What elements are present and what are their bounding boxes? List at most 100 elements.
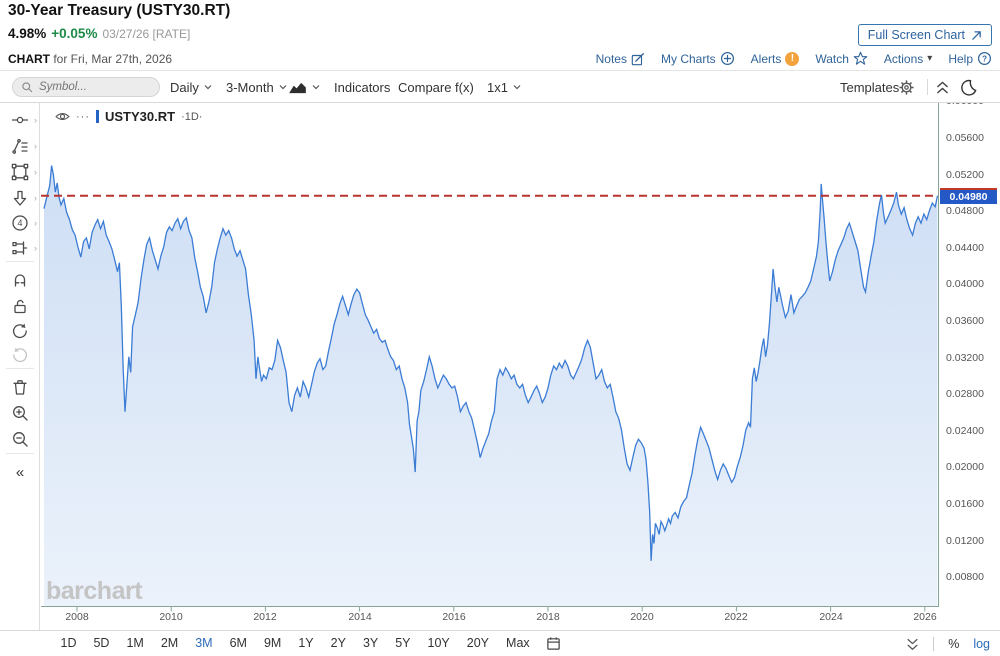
unlock-tool[interactable]: [0, 293, 40, 319]
star-icon: [853, 51, 868, 65]
my-charts-link[interactable]: My Charts: [661, 51, 735, 66]
chart-toolbar: Daily 3-Month Indicators Compare f(x) 1x…: [0, 71, 1000, 103]
percent-scale-toggle[interactable]: %: [948, 636, 960, 651]
sidebar-divider: [6, 368, 34, 369]
price-chart-svg[interactable]: [41, 103, 939, 615]
submenu-chevron-icon: ›: [34, 167, 37, 177]
question-circle-icon: ?: [977, 51, 992, 66]
actions-link[interactable]: Actions ▾: [884, 52, 932, 66]
time-range-bar: 1D 5D 1M 2M 3M 6M 9M 1Y 2Y 3Y 5Y 10Y 20Y Max % log: [0, 630, 1000, 656]
symbol-search-input[interactable]: [39, 81, 139, 93]
range-button-9m[interactable]: 9M: [263, 636, 282, 650]
svg-text:4: 4: [17, 218, 22, 228]
submenu-chevron-icon: ›: [34, 243, 37, 253]
symbol-search[interactable]: [12, 77, 160, 97]
arrow-tool[interactable]: ›: [0, 185, 40, 211]
custom-date-button[interactable]: [546, 636, 561, 651]
fx-button[interactable]: f(x): [455, 71, 474, 103]
x-axis-label: 2024: [819, 611, 843, 623]
watch-link[interactable]: Watch: [815, 51, 868, 66]
alerts-link[interactable]: Alerts!: [751, 51, 800, 66]
x-axis-label: 2010: [159, 611, 183, 623]
range-button-3y[interactable]: 3Y: [362, 636, 379, 650]
chart-legend[interactable]: ··· USTY30.RT ·1D·: [55, 109, 202, 124]
x-axis-label: 2020: [630, 611, 654, 623]
full-screen-chart-button[interactable]: Full Screen Chart: [857, 24, 992, 46]
shapes-tool[interactable]: ›: [0, 159, 40, 185]
zoom-out-button[interactable]: [0, 426, 40, 452]
bottom-bar-separator: [933, 636, 935, 651]
grid-layout-dropdown[interactable]: 1x1: [487, 71, 521, 103]
range-button-1y[interactable]: 1Y: [298, 636, 314, 650]
chevron-down-icon: [279, 85, 287, 90]
y-axis-label: 0.02400: [946, 425, 984, 437]
chart-plot-area[interactable]: [41, 103, 939, 615]
help-link[interactable]: Help?: [948, 51, 992, 66]
x-axis-label: 2016: [442, 611, 466, 623]
range-button-3m[interactable]: 3M: [195, 636, 213, 650]
settings-button[interactable]: [898, 71, 915, 103]
series-line[interactable]: [43, 165, 939, 561]
structure-tool[interactable]: ›: [0, 235, 40, 261]
submenu-chevron-icon: ›: [34, 218, 37, 228]
y-axis-label: 0.03600: [946, 315, 984, 327]
frequency-label: Daily: [170, 79, 199, 95]
range-button-5y[interactable]: 5Y: [395, 636, 411, 650]
frequency-dropdown[interactable]: Daily: [170, 71, 212, 103]
eye-icon[interactable]: [55, 111, 70, 122]
x-axis-label: 2012: [253, 611, 277, 623]
fibonacci-tool[interactable]: 4 ›: [0, 210, 40, 236]
redo-button[interactable]: [0, 342, 40, 368]
search-icon: [22, 82, 33, 93]
collapse-sidebar-button[interactable]: «: [0, 459, 40, 485]
y-axis-label: 0.04400: [946, 242, 984, 254]
templates-button[interactable]: Templates: [840, 71, 899, 103]
indicators-button[interactable]: Indicators: [334, 71, 390, 103]
collapse-toolbar-button[interactable]: [936, 71, 949, 103]
price-row: 4.98% +0.05% 03/27/26 [RATE]: [8, 26, 190, 41]
double-chevron-down-icon[interactable]: [906, 637, 919, 651]
range-button-20y[interactable]: 20Y: [466, 636, 490, 650]
range-dropdown[interactable]: 3-Month: [226, 71, 287, 103]
range-button-2m[interactable]: 2M: [160, 636, 179, 650]
range-button-1d[interactable]: 1D: [60, 636, 77, 650]
range-button-max[interactable]: Max: [506, 636, 530, 650]
dark-mode-toggle[interactable]: [960, 71, 977, 103]
y-axis-label: 0.05200: [946, 169, 984, 181]
range-label: 3-Month: [226, 79, 274, 95]
magnet-tool[interactable]: [0, 267, 40, 293]
price-axis[interactable]: 0.06000 0.05600 0.05200 0.04800 0.04400 0.040…: [940, 103, 1000, 616]
range-button-5d[interactable]: 5D: [93, 636, 110, 650]
gear-icon: [899, 79, 914, 95]
chart-for-row: CHART for Fri, Mar 27th, 2026: [8, 52, 172, 66]
log-scale-toggle[interactable]: log: [973, 636, 990, 651]
zoom-in-button[interactable]: [0, 400, 40, 426]
legend-symbol: USTY30.RT: [105, 109, 176, 124]
area-chart-icon: [289, 82, 306, 93]
page-title: 30-Year Treasury (USTY30.RT): [8, 2, 231, 19]
annotation-tool[interactable]: ›: [0, 133, 40, 159]
time-axis[interactable]: 2008 2010 2012 2014 2016 2018 2020 2022 2024 2026: [41, 611, 939, 627]
delete-drawings-button[interactable]: [0, 374, 40, 400]
notes-link[interactable]: Notes: [596, 52, 645, 66]
range-button-6m[interactable]: 6M: [229, 636, 247, 650]
notes-pencil-icon: [631, 52, 644, 65]
chart-type-dropdown[interactable]: [288, 71, 320, 103]
compare-button[interactable]: Compare: [398, 71, 451, 103]
x-axis-label: 2022: [724, 611, 748, 623]
alert-badge-icon: !: [785, 51, 800, 66]
header-divider: [0, 70, 1000, 71]
moon-icon: [961, 79, 977, 96]
submenu-chevron-icon: ›: [34, 193, 37, 203]
legend-menu-icon[interactable]: ···: [76, 110, 90, 123]
range-buttons: 1D 5D 1M 2M 3M 6M 9M 1Y 2Y 3Y 5Y 10Y 20Y Max: [52, 631, 538, 656]
cursor-tool[interactable]: ›: [0, 107, 40, 133]
x-axis-label: 2008: [65, 611, 89, 623]
range-button-1m[interactable]: 1M: [126, 636, 144, 650]
undo-button[interactable]: [0, 318, 40, 344]
range-button-10y[interactable]: 10Y: [427, 636, 450, 650]
range-button-2y[interactable]: 2Y: [330, 636, 346, 650]
y-axis-label: 0.01200: [946, 535, 984, 547]
axis-options: % log: [906, 631, 990, 656]
y-axis-label: 0.04000: [946, 278, 984, 290]
